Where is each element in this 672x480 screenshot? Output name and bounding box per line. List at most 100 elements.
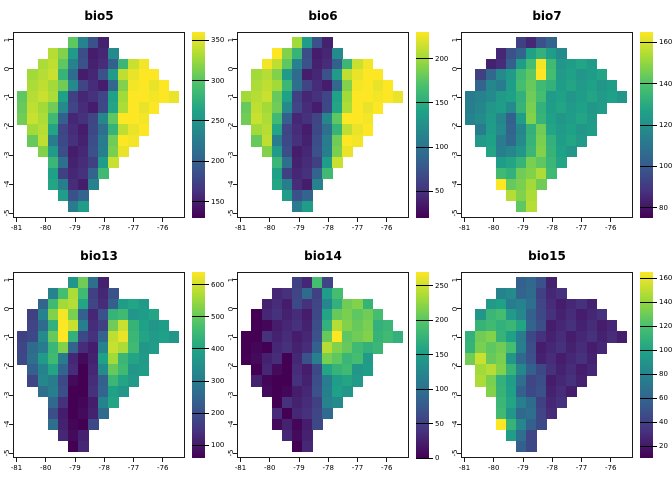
- raster-cell: [352, 374, 364, 387]
- raster-cell: [485, 353, 497, 365]
- raster-cell: [301, 374, 313, 387]
- raster-cell: [108, 134, 119, 147]
- raster-cell: [98, 124, 109, 136]
- raster-cell: [515, 440, 527, 453]
- colorbar-tick: [192, 348, 209, 350]
- raster-cell: [158, 320, 170, 332]
- x-axis-tick: [327, 458, 329, 462]
- raster-cell: [556, 342, 567, 354]
- raster-cell: [515, 47, 527, 60]
- raster-cell: [566, 91, 577, 103]
- raster-cell: [536, 47, 547, 60]
- y-axis-tick: [9, 39, 13, 41]
- raster-cell: [352, 102, 364, 114]
- raster-cell: [505, 309, 517, 321]
- y-axis-tick: [233, 423, 237, 425]
- raster-cell: [291, 418, 303, 431]
- raster-cell: [301, 134, 313, 147]
- raster-cell: [546, 36, 557, 49]
- raster-cell: [465, 331, 477, 343]
- raster-cell: [515, 353, 527, 365]
- colorbar-tick-label: 100: [659, 162, 672, 171]
- x-axis-tick: [103, 218, 105, 222]
- raster-cell: [372, 91, 384, 103]
- raster-cell: [505, 396, 517, 409]
- raster-cell: [301, 276, 313, 289]
- raster-cell: [536, 298, 547, 311]
- colorbar-tick: [192, 284, 209, 286]
- raster-cell: [17, 113, 29, 125]
- raster-cell: [271, 364, 283, 376]
- raster-cell: [301, 353, 313, 365]
- raster-cell: [556, 331, 567, 343]
- raster-cell: [301, 69, 313, 81]
- raster-cell: [57, 69, 69, 81]
- x-axis-tick: [298, 458, 300, 462]
- raster-cell: [485, 364, 497, 376]
- raster-cell: [566, 58, 577, 71]
- raster-cell: [118, 374, 129, 387]
- raster-cell: [27, 342, 39, 354]
- raster-cell: [57, 320, 69, 332]
- y-axis-tick: [9, 279, 13, 281]
- raster-cell: [495, 156, 507, 169]
- raster-cell: [495, 418, 507, 431]
- raster-cell: [536, 124, 547, 136]
- x-axis-tick-label: -78: [322, 464, 334, 472]
- colorbar-tick: [192, 412, 209, 414]
- raster-cell: [475, 80, 487, 92]
- raster-cell: [77, 374, 89, 387]
- raster-cell: [77, 342, 89, 354]
- raster-cell: [271, 385, 283, 398]
- y-axis-tick: [457, 212, 461, 214]
- raster-cell: [261, 385, 273, 398]
- y-axis-tick: [457, 96, 461, 98]
- y-axis-tick-label: -4: [3, 180, 11, 188]
- raster-cell: [495, 58, 507, 71]
- x-axis-tick: [551, 218, 553, 222]
- colorbar-tick-label: 300: [211, 377, 225, 386]
- raster-cell: [138, 69, 150, 81]
- raster-cell: [67, 385, 79, 398]
- raster-cell: [312, 124, 323, 136]
- raster-cell: [362, 69, 374, 81]
- colorbar-tick: [640, 41, 657, 43]
- raster-cell: [138, 331, 150, 343]
- raster-cell: [352, 69, 364, 81]
- raster-cell: [322, 342, 333, 354]
- colorbar-tick-label: 200: [211, 157, 225, 166]
- raster-cell: [47, 145, 59, 158]
- raster-cell: [108, 145, 119, 158]
- raster-cell: [108, 298, 119, 311]
- raster-cell: [291, 298, 303, 311]
- raster-cell: [525, 189, 537, 202]
- raster-cell: [128, 58, 140, 71]
- raster-cell: [88, 167, 99, 180]
- y-axis-tick-label: -2: [451, 362, 459, 370]
- raster-cell: [57, 47, 69, 60]
- raster-cell: [47, 396, 59, 409]
- raster-cell: [301, 178, 313, 191]
- raster-cell: [576, 124, 588, 136]
- raster-cell: [312, 287, 323, 300]
- raster-cell: [98, 353, 109, 365]
- raster-cell: [322, 69, 333, 81]
- raster-cell: [57, 418, 69, 431]
- raster-cell: [281, 134, 293, 147]
- raster-cell: [108, 287, 119, 300]
- raster-cell: [281, 178, 293, 191]
- raster-cell: [57, 80, 69, 92]
- colorbar-tick: [416, 190, 433, 192]
- colorbar-tick: [192, 160, 209, 162]
- raster-cell: [67, 167, 79, 180]
- raster-cell: [47, 385, 59, 398]
- raster-cell: [108, 47, 119, 60]
- raster-cell: [27, 91, 39, 103]
- raster-cell: [67, 396, 79, 409]
- y-axis-tick: [233, 365, 237, 367]
- colorbar-tick-label: 100: [659, 346, 672, 354]
- raster-cell: [108, 364, 119, 376]
- raster-cell: [342, 80, 353, 92]
- raster-cell: [586, 342, 598, 354]
- x-axis-tick-label: -80: [40, 224, 52, 232]
